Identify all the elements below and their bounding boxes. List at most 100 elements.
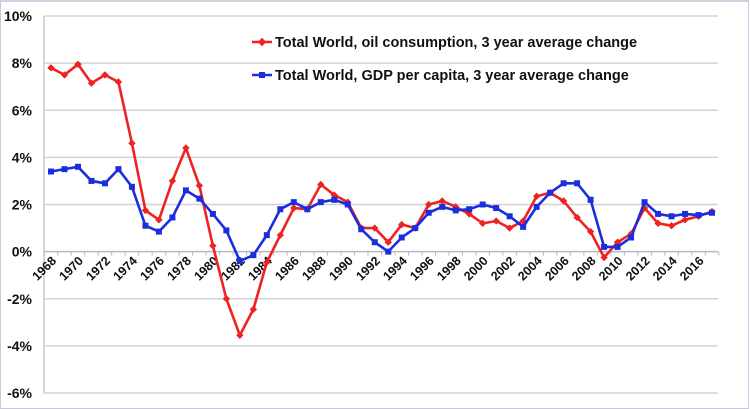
data-point xyxy=(505,224,514,232)
data-point xyxy=(101,71,109,79)
legend-item-gdp: Total World, GDP per capita, 3 year aver… xyxy=(252,68,629,84)
legend-marker-gdp xyxy=(259,72,265,78)
data-point xyxy=(479,201,486,208)
legend-label-oil: Total World, oil consumption, 3 year ave… xyxy=(275,35,637,51)
x-tick-label: 2012 xyxy=(623,254,653,284)
data-point xyxy=(681,216,689,224)
data-point xyxy=(182,187,189,194)
data-point xyxy=(331,196,338,203)
series-group xyxy=(47,60,716,339)
data-point xyxy=(371,224,379,232)
data-point xyxy=(223,227,230,234)
data-point xyxy=(249,305,258,314)
y-axis: 10% 8% 6% 4% 2% 0% -2% -4% -6% xyxy=(4,8,33,401)
y-tick-label: 2% xyxy=(12,197,33,213)
data-point xyxy=(425,200,433,209)
data-point xyxy=(573,213,581,222)
data-point xyxy=(87,79,96,87)
data-point xyxy=(358,226,365,233)
legend-marker-oil xyxy=(257,37,267,47)
data-point xyxy=(277,206,284,213)
data-point xyxy=(506,213,513,220)
x-tick-label: 2010 xyxy=(596,254,626,284)
x-tick-label: 1996 xyxy=(407,254,437,284)
data-point xyxy=(614,243,621,250)
data-point xyxy=(601,243,608,250)
x-tick-label: 2006 xyxy=(542,254,572,284)
data-point xyxy=(263,258,271,266)
data-point xyxy=(371,239,378,246)
data-point xyxy=(398,234,405,241)
data-point xyxy=(547,189,554,196)
data-point xyxy=(586,227,595,236)
data-point xyxy=(478,219,487,228)
data-point xyxy=(520,223,527,230)
data-point xyxy=(115,166,122,173)
x-tick-label: 2004 xyxy=(515,254,545,284)
data-point xyxy=(276,231,285,239)
data-point xyxy=(74,60,82,68)
x-tick-label: 1992 xyxy=(353,254,383,284)
x-tick-label: 1972 xyxy=(84,254,114,284)
data-point xyxy=(142,222,149,229)
data-point xyxy=(532,192,541,200)
data-point xyxy=(695,212,702,219)
data-point xyxy=(114,78,123,86)
x-tick-label: 2000 xyxy=(461,254,491,284)
data-point xyxy=(655,210,662,217)
x-tick-label: 1990 xyxy=(326,254,356,284)
data-point xyxy=(48,168,54,175)
x-tick-label: 1976 xyxy=(137,254,167,284)
x-tick-label: 1974 xyxy=(110,254,140,284)
data-point xyxy=(195,181,204,190)
x-tick-label: 1978 xyxy=(164,254,194,284)
data-point xyxy=(667,222,676,230)
data-point xyxy=(412,225,419,232)
y-tick-label: -6% xyxy=(7,385,32,401)
data-point xyxy=(101,180,108,187)
data-point xyxy=(61,166,68,173)
data-point xyxy=(668,213,675,220)
data-point xyxy=(168,177,177,185)
series-oil xyxy=(47,60,716,339)
data-point xyxy=(88,177,95,184)
x-tick-label: 2008 xyxy=(569,254,599,284)
data-point xyxy=(196,195,203,202)
data-point xyxy=(155,228,162,235)
x-tick-label: 1986 xyxy=(272,254,302,284)
y-tick-label: 8% xyxy=(12,55,33,71)
x-tick-label: 2016 xyxy=(677,254,707,284)
data-point xyxy=(74,163,81,170)
data-point xyxy=(182,144,190,152)
data-point xyxy=(209,210,216,217)
legend-item-oil: Total World, oil consumption, 3 year ave… xyxy=(252,35,637,51)
data-point xyxy=(169,214,176,221)
y-tick-label: 6% xyxy=(12,102,33,118)
x-tick-label: 1988 xyxy=(299,254,329,284)
y-tick-label: -4% xyxy=(7,338,32,354)
x-tick-label: 1984 xyxy=(245,254,275,284)
data-point xyxy=(250,252,257,259)
data-point xyxy=(493,205,500,212)
data-point xyxy=(587,196,594,203)
series-line xyxy=(50,63,713,337)
data-point xyxy=(236,258,243,265)
data-point xyxy=(128,183,135,190)
gridlines xyxy=(43,15,718,394)
data-point xyxy=(385,248,392,255)
data-point xyxy=(317,199,324,206)
data-point xyxy=(290,199,297,206)
data-point xyxy=(654,219,662,228)
x-axis: 1968197019721974197619781980198219841986… xyxy=(30,251,720,284)
data-point xyxy=(141,206,150,215)
data-point xyxy=(628,234,635,241)
data-point xyxy=(533,203,540,210)
data-point xyxy=(600,253,608,262)
data-point xyxy=(438,197,446,205)
y-tick-label: 10% xyxy=(4,8,33,24)
data-point xyxy=(439,203,446,210)
data-point xyxy=(263,232,270,239)
legend-label-gdp: Total World, GDP per capita, 3 year aver… xyxy=(275,68,629,84)
y-tick-label: 0% xyxy=(12,244,33,260)
